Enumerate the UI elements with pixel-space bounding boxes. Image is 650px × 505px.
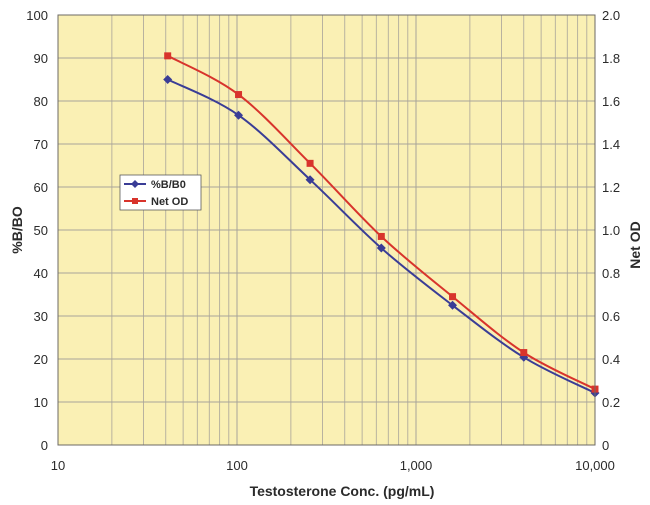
legend: %B/B0 Net OD bbox=[119, 174, 202, 211]
y-tick-label: 20 bbox=[34, 352, 48, 367]
y2-tick-label: 1.0 bbox=[602, 223, 620, 238]
legend-marker-series-2 bbox=[132, 198, 138, 204]
y-tick-label: 50 bbox=[34, 223, 48, 238]
grid-lines bbox=[58, 15, 595, 445]
y2-tick-label: 0.8 bbox=[602, 266, 620, 281]
y2-tick-label: 0.4 bbox=[602, 352, 620, 367]
y-tick-label: 0 bbox=[41, 438, 48, 453]
x-axis-label: Testosterone Conc. (pg/mL) bbox=[250, 483, 435, 499]
data-point bbox=[377, 232, 385, 240]
data-point bbox=[234, 110, 244, 120]
y2-tick-label: 1.6 bbox=[602, 94, 620, 109]
y-tick-label: 100 bbox=[26, 8, 48, 23]
y2-tick-label: 0 bbox=[602, 438, 609, 453]
y-tick-label: 80 bbox=[34, 94, 48, 109]
data-point bbox=[164, 52, 172, 60]
y-tick-label: 30 bbox=[34, 309, 48, 324]
series-layer bbox=[163, 52, 600, 398]
data-point bbox=[305, 175, 315, 185]
y2-tick-label: 1.4 bbox=[602, 137, 620, 152]
tick-labels: 10 100 1,000 10,000010203040506070809010000… bbox=[26, 8, 620, 473]
y-tick-label: 90 bbox=[34, 51, 48, 66]
y2-tick-label: 1.8 bbox=[602, 51, 620, 66]
data-point bbox=[376, 243, 386, 253]
y2-tick-label: 0.2 bbox=[602, 395, 620, 410]
y-tick-label: 60 bbox=[34, 180, 48, 195]
data-point bbox=[235, 91, 243, 99]
legend-marker-series-1 bbox=[131, 180, 139, 188]
x-tick-label: 10 bbox=[51, 458, 65, 473]
y2-tick-label: 2.0 bbox=[602, 8, 620, 23]
data-point bbox=[449, 293, 457, 301]
data-point bbox=[306, 159, 314, 167]
y-tick-label: 40 bbox=[34, 266, 48, 281]
data-point bbox=[163, 75, 173, 84]
y-tick-label: 70 bbox=[34, 137, 48, 152]
y2-tick-label: 1.2 bbox=[602, 180, 620, 195]
legend-label-series-2: Net OD bbox=[151, 196, 188, 208]
x-tick-label: 1,000 bbox=[400, 458, 433, 473]
data-point bbox=[520, 349, 528, 357]
legend-box bbox=[119, 174, 202, 211]
data-point bbox=[448, 300, 458, 310]
legend-label-series-1: %B/B0 bbox=[151, 179, 186, 191]
x-tick-label: 10,000 bbox=[575, 458, 615, 473]
x-tick-label: 100 bbox=[226, 458, 248, 473]
plot-border bbox=[57, 14, 596, 446]
y-axis-label: %B/BO bbox=[9, 206, 25, 254]
y-tick-label: 10 bbox=[34, 395, 48, 410]
y2-axis-label: Net OD bbox=[627, 221, 643, 268]
y2-tick-label: 0.6 bbox=[602, 309, 620, 324]
